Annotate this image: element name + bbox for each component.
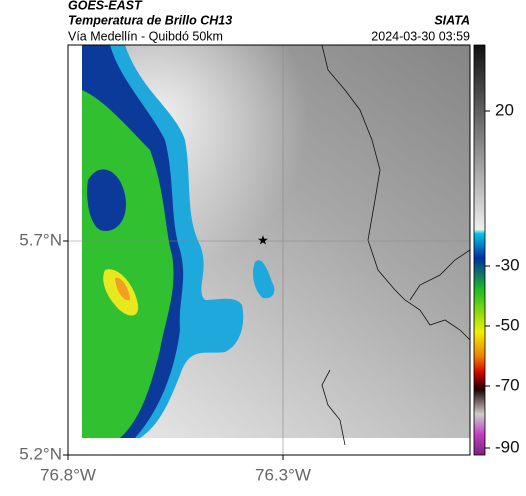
colorbar-label: -90 — [495, 437, 520, 456]
colorbar-label: 20 — [495, 100, 514, 119]
colorbar-label: -30 — [495, 255, 520, 274]
timestamp: 2024-03-30 03:59 — [371, 29, 470, 43]
colorbar — [473, 44, 486, 456]
location-star: ★ — [257, 232, 269, 247]
org: SIATA — [434, 13, 470, 27]
map-image: ★ — [68, 45, 470, 455]
lon-label: 76.3°W — [255, 465, 311, 484]
lat-label: 5.7°N — [19, 230, 62, 249]
subtitle: Vía Medellín - Quibdó 50km — [68, 29, 223, 43]
title: Temperatura de Brillo CH13 — [68, 13, 232, 27]
lon-label: 76.8°W — [40, 465, 96, 484]
source: GOES-EAST — [68, 0, 143, 12]
colorbar-label: -70 — [495, 375, 520, 394]
map-frame — [67, 44, 471, 456]
colorbar-label: -50 — [495, 315, 520, 334]
lat-label: 5.2°N — [19, 444, 62, 463]
